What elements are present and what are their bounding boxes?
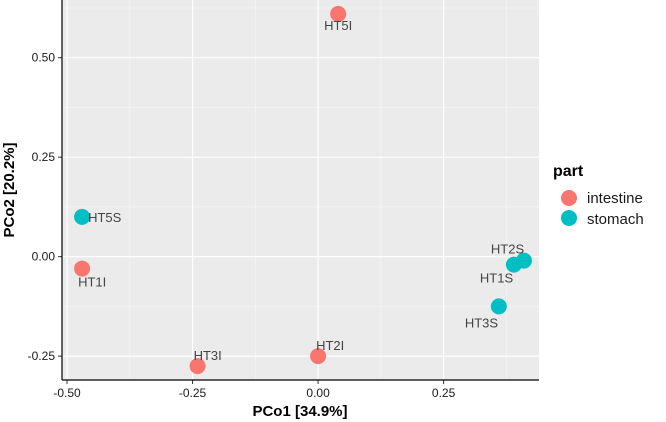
y-tick-label: -0.25	[28, 349, 56, 363]
legend-key-stomach	[561, 210, 577, 226]
y-axis: -0.25 0.00 0.25 0.50	[28, 51, 62, 363]
minor-grid	[62, 0, 539, 380]
point-labels: HT5I HT5S HT1I HT3I HT2I HT2S HT1S HT3S	[78, 18, 524, 363]
point-label-ht3i: HT3I	[194, 348, 222, 363]
data-point-ht1s	[505, 256, 522, 273]
point-label-ht2s: HT2S	[491, 242, 525, 257]
legend-title: part	[553, 163, 584, 180]
point-label-ht1s: HT1S	[480, 271, 514, 286]
point-label-ht3s: HT3S	[465, 315, 499, 330]
plot-panel	[62, 0, 539, 380]
point-label-ht2i: HT2I	[316, 338, 344, 353]
point-label-ht5i: HT5I	[324, 18, 352, 33]
data-point-ht3i	[189, 358, 206, 375]
data-point-ht3s	[490, 298, 507, 315]
y-tick-label: 0.50	[32, 51, 56, 65]
data-point-ht1i	[74, 260, 91, 277]
legend-label-intestine: intestine	[587, 190, 643, 207]
data-point-ht5i	[330, 5, 347, 22]
x-axis: -0.50 -0.25 0.00 0.25	[53, 380, 456, 400]
x-tick-label: -0.50	[53, 386, 81, 400]
point-label-ht1i: HT1I	[78, 275, 106, 290]
data-point-ht2i	[310, 348, 327, 365]
x-axis-title: PCo1 [34.9%]	[252, 403, 347, 420]
legend-label-stomach: stomach	[587, 211, 644, 228]
point-label-ht5s: HT5S	[88, 210, 122, 225]
y-tick-label: 0.00	[32, 250, 56, 264]
major-grid	[62, 0, 539, 380]
legend-key-intestine	[561, 190, 577, 206]
legend: part intestine stomach	[553, 163, 644, 228]
x-tick-label: 0.00	[306, 386, 330, 400]
y-axis-title: PCo2 [20.2%]	[1, 142, 18, 237]
data-points	[74, 5, 532, 375]
x-tick-label: -0.25	[179, 386, 207, 400]
data-point-ht5s	[74, 208, 91, 225]
x-tick-label: 0.25	[432, 386, 456, 400]
y-tick-label: 0.25	[32, 150, 56, 164]
